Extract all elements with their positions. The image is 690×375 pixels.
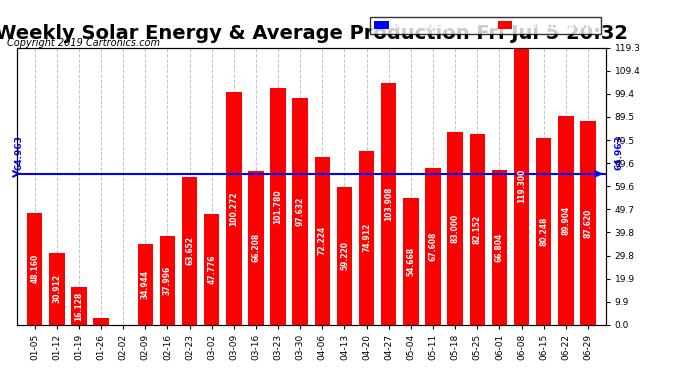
Bar — [315, 157, 330, 325]
Bar — [580, 121, 595, 325]
Bar — [514, 48, 529, 325]
Text: 83.000: 83.000 — [451, 214, 460, 243]
Text: 47.776: 47.776 — [207, 255, 216, 284]
Text: 89.904: 89.904 — [561, 206, 570, 235]
Text: 64.963: 64.963 — [14, 135, 23, 170]
Bar — [204, 214, 219, 325]
Text: 63.652: 63.652 — [185, 236, 194, 266]
Bar — [159, 237, 175, 325]
Bar — [337, 187, 352, 325]
Text: 119.300: 119.300 — [517, 169, 526, 203]
Text: 97.632: 97.632 — [296, 197, 305, 226]
Text: 74.912: 74.912 — [362, 223, 371, 252]
Bar — [293, 98, 308, 325]
Bar — [492, 170, 507, 325]
Text: 64.963: 64.963 — [615, 135, 624, 170]
Bar — [381, 83, 397, 325]
Bar — [49, 253, 65, 325]
Bar — [248, 171, 264, 325]
Bar — [447, 132, 463, 325]
Text: 80.248: 80.248 — [539, 217, 548, 246]
Bar — [137, 244, 153, 325]
Bar — [403, 198, 419, 325]
Text: 100.272: 100.272 — [229, 191, 238, 225]
Legend: Average (kWh), Weekly (kWh): Average (kWh), Weekly (kWh) — [370, 16, 601, 34]
Text: 66.208: 66.208 — [251, 233, 261, 262]
Bar — [27, 213, 43, 325]
Text: 34.944: 34.944 — [141, 270, 150, 299]
Text: 72.224: 72.224 — [318, 226, 327, 255]
Bar — [226, 92, 242, 325]
Bar — [93, 318, 109, 325]
Text: Copyright 2019 Cartronics.com: Copyright 2019 Cartronics.com — [7, 38, 160, 48]
Text: 30.912: 30.912 — [52, 274, 61, 303]
Bar — [182, 177, 197, 325]
Text: 48.160: 48.160 — [30, 254, 39, 284]
Bar — [359, 151, 375, 325]
Text: 59.220: 59.220 — [340, 242, 349, 270]
Title: Weekly Solar Energy & Average Production Fri Jul 5 20:32: Weekly Solar Energy & Average Production… — [0, 24, 628, 44]
Text: 87.620: 87.620 — [584, 208, 593, 238]
Text: 37.996: 37.996 — [163, 266, 172, 295]
Text: 103.908: 103.908 — [384, 187, 393, 221]
Text: 66.804: 66.804 — [495, 232, 504, 262]
Text: 54.668: 54.668 — [406, 247, 415, 276]
Text: 82.152: 82.152 — [473, 215, 482, 244]
Bar — [425, 168, 441, 325]
Bar — [536, 138, 551, 325]
Bar — [270, 88, 286, 325]
Text: 101.780: 101.780 — [274, 189, 283, 224]
Bar — [71, 287, 87, 325]
Bar — [469, 134, 485, 325]
Text: 67.608: 67.608 — [428, 231, 437, 261]
Bar — [558, 116, 573, 325]
Text: 16.128: 16.128 — [75, 291, 83, 321]
